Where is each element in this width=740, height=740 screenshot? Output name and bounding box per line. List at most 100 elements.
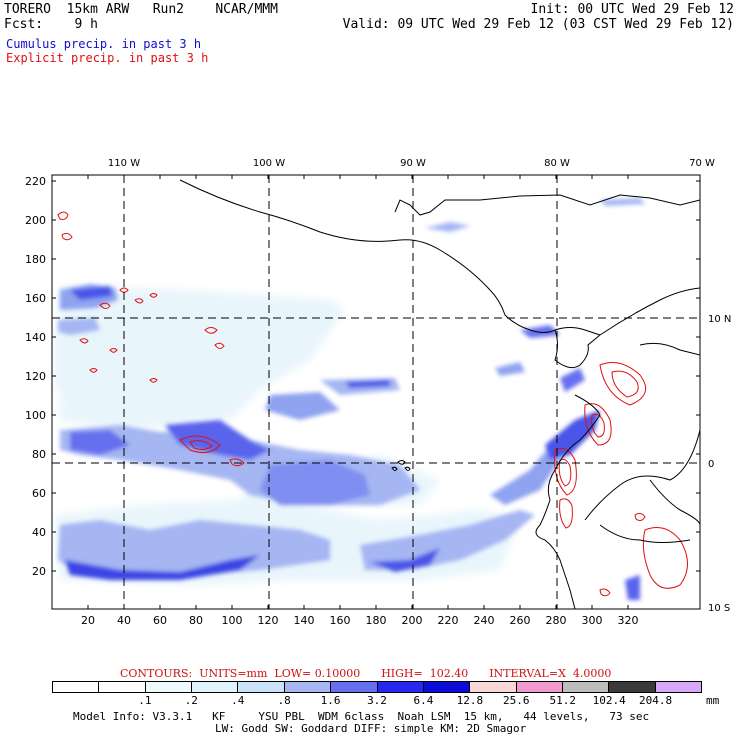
x-tick-label: 200 [402, 614, 423, 627]
color-scale-label: 102.4 [592, 694, 626, 707]
x-tick-label: 180 [366, 614, 387, 627]
color-scale-label: .8 [277, 694, 291, 707]
contour [99, 302, 111, 309]
longitude-label: 100 W [253, 158, 285, 169]
latitude-label: 10 S [708, 603, 730, 614]
x-tick-label: 20 [81, 614, 95, 627]
model-info-line-1: Model Info: V3.3.1 KF YSU PBL WDM 6class… [73, 710, 650, 723]
moderate-precip-area [58, 318, 100, 335]
y-tick-label: 60 [32, 487, 46, 500]
color-scale-label: 25.6 [503, 694, 530, 707]
y-tick-label: 120 [25, 370, 46, 383]
cumulus-precip-label: Cumulus precip. in past 3 h [6, 37, 202, 51]
x-tick-label: 80 [189, 614, 203, 627]
moderate-precip-area [495, 362, 525, 376]
y-tick-label: 160 [25, 292, 46, 305]
light-precip-area [425, 222, 470, 232]
heavy-precip-area [345, 380, 390, 388]
coastline [649, 479, 700, 526]
y-tick-label: 140 [25, 331, 46, 344]
latitude-labels: 10 N 0 10 S [708, 314, 731, 614]
x-grid-ticks: 20 40 60 80 100 120 140 160 180 200 220 240 260 280 30… [81, 175, 639, 627]
color-scale-cell [284, 682, 332, 692]
heavy-precip-area [65, 555, 260, 580]
contour [558, 458, 572, 487]
explicit-precip-label: Explicit precip. in past 3 h [6, 51, 209, 65]
color-scale-cell [53, 682, 100, 692]
color-scale-cell [609, 682, 656, 692]
contour [214, 342, 225, 349]
contour [57, 211, 69, 220]
coastline [584, 429, 700, 521]
lat-lon-gridlines [52, 175, 700, 609]
contour [149, 378, 158, 383]
color-scale-cell [331, 682, 378, 692]
contour [599, 588, 611, 597]
color-scale-bar [52, 681, 702, 693]
x-tick-label: 100 [222, 614, 243, 627]
heavy-precip-area [70, 430, 130, 455]
x-tick-label: 280 [546, 614, 567, 627]
color-scale-label: .1 [138, 694, 152, 707]
coastline [404, 466, 411, 471]
contour [559, 498, 573, 529]
x-tick-label: 300 [582, 614, 603, 627]
contour [584, 403, 612, 446]
contour [599, 362, 647, 406]
longitude-labels: 110 W 100 W 90 W 80 W 70 W [108, 158, 715, 169]
color-scale-label: 12.8 [456, 694, 484, 707]
forecast-hour: Fcst: 9 h [4, 17, 98, 32]
color-scale-cell [516, 682, 563, 692]
x-tick-label: 220 [438, 614, 459, 627]
contour [189, 440, 213, 451]
y-tick-label: 220 [25, 175, 46, 188]
contour-info: CONTOURS: UNITS=mm LOW= 0.10000 HIGH= 10… [120, 667, 612, 680]
color-scale-label: .2 [184, 694, 198, 707]
contour [79, 338, 89, 344]
longitude-label: 70 W [689, 158, 715, 169]
light-precip-area [600, 198, 645, 206]
moderate-precip-area [490, 440, 560, 505]
color-scale-cell [423, 682, 471, 692]
color-scale-cell [377, 682, 424, 692]
longitude-label: 80 W [544, 158, 570, 169]
color-scale-label: 1.6 [320, 694, 341, 707]
color-scale-cell [99, 682, 146, 692]
color-scale-label: 204.8 [639, 694, 673, 707]
moderate-precip-area [260, 460, 370, 505]
color-scale-cell [655, 682, 702, 692]
coastline [397, 460, 406, 465]
y-tick-label: 200 [25, 214, 46, 227]
contour [119, 287, 129, 293]
color-scale-label: 3.2 [367, 694, 387, 707]
y-tick-label: 40 [32, 526, 46, 539]
y-grid-ticks: 20 40 60 80 100 120 140 160 180 200 220 [25, 175, 700, 578]
longitude-label: 90 W [400, 158, 426, 169]
heavy-precip-area [70, 286, 112, 300]
coastline [554, 329, 601, 369]
color-scale-cell [238, 682, 285, 692]
y-tick-label: 80 [32, 448, 46, 461]
color-scale-cell [145, 682, 193, 692]
color-scale-cell [192, 682, 239, 692]
explicit-precip-contours [57, 211, 688, 597]
contour [61, 232, 73, 241]
latitude-label: 0 [708, 459, 714, 470]
x-tick-label: 320 [618, 614, 639, 627]
contour [634, 512, 646, 522]
contour [611, 370, 639, 398]
color-scale-cell [562, 682, 610, 692]
coastline [599, 524, 691, 543]
model-info-line-2: LW: Godd SW: Goddard DIFF: simple KM: 2D… [215, 722, 527, 735]
contour [229, 458, 245, 467]
valid-time: Valid: 09 UTC Wed 29 Feb 12 (03 CST Wed … [342, 17, 734, 32]
heavy-precip-area [625, 575, 640, 600]
x-tick-label: 160 [330, 614, 351, 627]
y-tick-label: 100 [25, 409, 46, 422]
longitude-label: 110 W [108, 158, 140, 169]
map-title: TORERO 15km ARW Run2 NCAR/MMM [4, 2, 278, 17]
moderate-precip-area [520, 325, 560, 338]
coastlines [179, 179, 700, 609]
y-tick-label: 20 [32, 565, 46, 578]
init-time: Init: 00 UTC Wed 29 Feb 12 [530, 2, 735, 17]
